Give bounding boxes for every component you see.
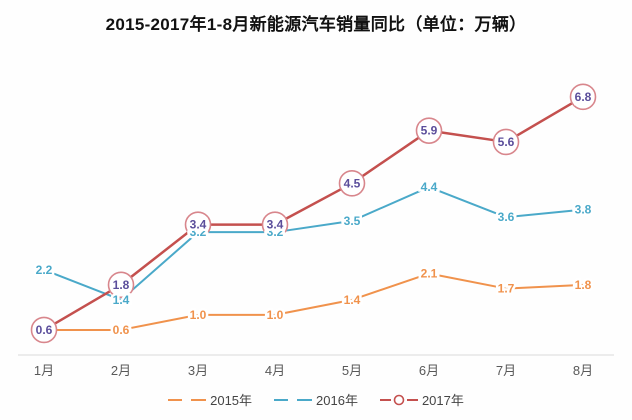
data-point-label-halo-2-4: 4.5 <box>344 176 361 190</box>
data-point-marker-2-5 <box>415 117 443 144</box>
data-point-label-1-2: 3.2 <box>190 225 207 239</box>
data-point-label-0-0: 0.6 <box>36 323 53 337</box>
data-point-marker-2-7 <box>569 83 597 111</box>
x-axis-label-1: 2月 <box>111 363 131 378</box>
data-point-label-halo-2-0: 0.6 <box>36 323 53 337</box>
data-point-marker-2-6 <box>492 128 520 156</box>
data-point-label-halo-0-1: 0.6 <box>113 323 130 337</box>
data-point-label-2-5: 5.9 <box>421 124 438 138</box>
data-point-label-halo-0-0: 0.6 <box>36 323 53 337</box>
legend-swatch-0 <box>168 398 207 401</box>
series-line-1 <box>43 186 584 301</box>
data-point-label-halo-0-6: 1.7 <box>498 282 515 296</box>
data-point-marker-2-2 <box>184 211 212 238</box>
data-point-label-halo-0-7: 1.8 <box>575 278 592 292</box>
x-axis-label-6: 7月 <box>496 363 516 378</box>
data-point-label-halo-2-1: 1.8 <box>113 278 130 292</box>
legend-item-2: 2017年 <box>379 390 464 409</box>
legend-swatch-1 <box>274 398 313 401</box>
data-point-label-0-2: 1.0 <box>190 308 207 322</box>
data-point-label-2-6: 5.6 <box>498 135 515 149</box>
data-point-label-0-3: 1.0 <box>267 308 284 322</box>
legend-label-2: 2017年 <box>421 393 464 408</box>
data-point-label-halo-2-6: 5.6 <box>498 135 515 149</box>
data-point-label-1-5: 4.4 <box>421 180 438 194</box>
chart-legend: 2015年 2016年 2017年 <box>0 390 632 409</box>
data-point-label-1-3: 3.2 <box>267 225 284 239</box>
data-point-label-halo-0-4: 1.4 <box>344 293 361 307</box>
data-point-label-halo-2-3: 3.4 <box>267 218 284 232</box>
legend-label-0: 2015年 <box>210 393 253 408</box>
data-point-marker-2-3 <box>261 211 289 238</box>
data-point-label-2-2: 3.4 <box>190 218 207 232</box>
data-point-label-2-0: 0.6 <box>36 323 53 337</box>
x-axis-label-7: 8月 <box>573 363 593 378</box>
data-point-label-halo-0-5: 2.1 <box>421 267 438 281</box>
data-point-label-halo-1-0: 2.2 <box>36 263 53 277</box>
x-axis-label-0: 1月 <box>34 363 54 378</box>
x-axis-label-3: 4月 <box>265 363 285 378</box>
data-point-label-2-3: 3.4 <box>267 218 284 232</box>
chart-title: 2015-2017年1-8月新能源汽车销量同比（单位：万辆） <box>105 15 527 34</box>
data-point-label-1-4: 3.5 <box>344 214 361 228</box>
data-point-label-halo-1-3: 3.2 <box>267 225 284 239</box>
data-point-marker-2-4 <box>338 170 366 197</box>
x-axis-label-4: 5月 <box>342 363 362 378</box>
data-point-label-2-7: 6.8 <box>575 90 592 104</box>
data-point-label-0-5: 2.1 <box>421 267 438 281</box>
data-point-label-halo-1-5: 4.4 <box>421 180 438 194</box>
data-point-label-1-7: 3.8 <box>575 203 592 217</box>
data-point-label-0-1: 0.6 <box>113 323 130 337</box>
data-point-label-halo-2-5: 5.9 <box>421 124 438 138</box>
data-point-label-1-0: 2.2 <box>36 263 53 277</box>
data-point-label-halo-1-7: 3.8 <box>575 203 592 217</box>
data-point-label-halo-2-7: 6.8 <box>575 90 592 104</box>
legend-circle-marker <box>393 394 405 405</box>
data-point-label-2-4: 4.5 <box>344 176 361 190</box>
line-chart-canvas: 0.60.6 0.60.61.01.0 1.01.01.41.42.12.11.71… <box>18 83 614 378</box>
data-point-label-halo-1-6: 3.6 <box>498 210 515 224</box>
legend-item-0: 2015年 <box>168 390 252 409</box>
legend-swatch-2 <box>379 394 418 405</box>
data-point-label-halo-0-3: 1.0 <box>267 308 284 322</box>
data-point-label-0-7: 1.8 <box>575 278 592 292</box>
data-point-label-2-1: 1.8 <box>113 278 130 292</box>
data-point-label-0-6: 1.7 <box>498 282 515 296</box>
data-point-label-1-6: 3.6 <box>498 210 515 224</box>
data-point-label-0-4: 1.4 <box>344 293 361 307</box>
data-point-label-halo-1-1: 1.4 <box>113 293 130 307</box>
series-line-0 <box>43 272 584 331</box>
legend-label-1: 2016年 <box>316 393 358 408</box>
data-point-marker-2-1 <box>107 271 135 299</box>
data-point-label-halo-0-2: 1.0 <box>190 308 207 322</box>
data-point-label-halo-2-2: 3.4 <box>190 218 207 232</box>
data-point-label-halo-1-4: 3.5 <box>344 214 361 228</box>
x-axis-label-5: 6月 <box>419 363 439 378</box>
x-axis-label-2: 3月 <box>188 363 208 378</box>
data-point-label-1-1: 1.4 <box>113 293 130 307</box>
data-point-marker-2-0 <box>30 316 58 344</box>
legend-item-1: 2016年 <box>274 390 358 409</box>
data-point-label-halo-1-2: 3.2 <box>190 225 207 239</box>
